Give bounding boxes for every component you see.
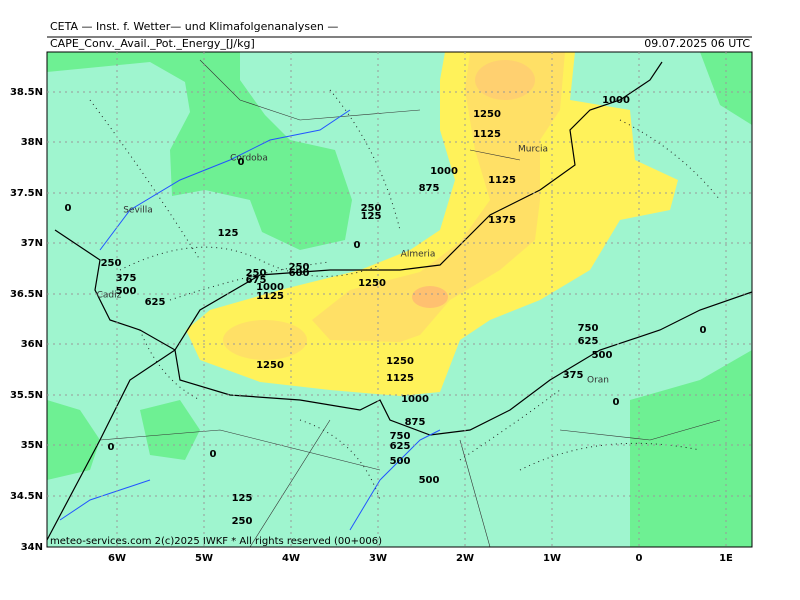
contour-label: 750 (578, 323, 599, 334)
cape-zero-area (47, 400, 100, 480)
contour-label: 1250 (256, 360, 284, 371)
contour-label: 1250 (358, 278, 386, 289)
cape-very-high (223, 320, 307, 360)
lon-label: 0 (636, 553, 643, 564)
contour-label: 1250 (386, 356, 414, 367)
cape-low (47, 90, 160, 250)
city-label: Oran (587, 376, 609, 386)
lat-label: 34N (21, 542, 43, 553)
contour-label: 750 (390, 431, 411, 442)
contour-label: 625 (390, 441, 411, 452)
contour-label: 500 (116, 286, 137, 297)
contour-label: 0 (700, 325, 707, 336)
map-frame (46, 51, 753, 548)
lon-label: 3W (369, 553, 387, 564)
river (59, 109, 441, 531)
contour-label: 875 (405, 417, 426, 428)
lat-label: 36N (21, 339, 43, 350)
contour-label: 1125 (488, 175, 516, 186)
contour-label: 625 (578, 336, 599, 347)
contour-label: 375 (116, 273, 137, 284)
lat-label: 38.5N (10, 87, 43, 98)
valid-time: 09.07.2025 06 UTC (644, 37, 750, 50)
map (46, 51, 753, 548)
contour-label: 0 (354, 240, 361, 251)
lon-label: 6W (108, 553, 126, 564)
contour-label: 1250 (473, 109, 501, 120)
cape-high (186, 52, 678, 396)
lon-label: 5W (195, 553, 213, 564)
coastline (54, 61, 663, 351)
lat-label: 37N (21, 238, 43, 249)
city-label: Almeria (401, 250, 436, 260)
cape-peak (475, 60, 535, 100)
city-label: Murcia (518, 145, 548, 155)
lat-label: 38N (21, 137, 43, 148)
border (99, 59, 721, 547)
contour-label: 500 (419, 475, 440, 486)
institute: CETA — Inst. f. Wetter— und Klimafolgena… (50, 20, 338, 33)
coastline (47, 291, 752, 541)
lon-label: 4W (282, 553, 300, 564)
contour-label: 0 (210, 449, 217, 460)
contour-label: 250 (246, 268, 267, 279)
contour-label: 1000 (256, 282, 284, 293)
contour-label: 1125 (386, 373, 414, 384)
contour-label: 500 (390, 456, 411, 467)
parameter: CAPE_Conv._Avail._Pot._Energy_[J/kg] (50, 37, 255, 50)
lat-label: 35N (21, 440, 43, 451)
cape-zero-area (47, 52, 352, 250)
lat-label: 36.5N (10, 289, 43, 300)
contour-label: 1000 (401, 394, 429, 405)
contour-label: 1000 (602, 95, 630, 106)
lat-label: 37.5N (10, 188, 43, 199)
contour-label: 375 (563, 370, 584, 381)
contour-label: 250 (289, 262, 310, 273)
isoline (89, 89, 721, 501)
contour-label: 500 (592, 350, 613, 361)
contour-label: 875 (419, 183, 440, 194)
contour-label: 0 (108, 442, 115, 453)
contour-label: 250 (361, 203, 382, 214)
contour-label: 0 (65, 203, 72, 214)
contour-label: 1125 (256, 291, 284, 302)
contour-label: 125 (232, 493, 253, 504)
contour-label: 600 (289, 268, 310, 279)
cape-very-high (312, 52, 565, 342)
contour-label: 125 (218, 228, 239, 239)
contour-label: 1375 (488, 215, 516, 226)
lat-label: 35.5N (10, 390, 43, 401)
contour-label: 250 (101, 258, 122, 269)
contour-label: 250 (232, 516, 253, 527)
city-label: Cordoba (230, 154, 268, 164)
contour-label: 0 (238, 157, 245, 168)
contour-label: 675 (246, 275, 267, 286)
city-label: Sevilla (123, 206, 153, 216)
lon-label: 1W (543, 553, 561, 564)
lat-label: 34.5N (10, 491, 43, 502)
contour-label: 1000 (430, 166, 458, 177)
cape-peak (412, 286, 448, 308)
lon-label: 1E (719, 553, 733, 564)
contour-label: 1125 (473, 129, 501, 140)
city-label: Cadiz (97, 291, 122, 301)
contour-label: 625 (145, 297, 166, 308)
contour-label: 0 (613, 397, 620, 408)
footer: meteo-services.com 2(c)2025 IWKF * All r… (50, 536, 382, 547)
lon-label: 2W (456, 553, 474, 564)
contour-label: 125 (361, 211, 382, 222)
